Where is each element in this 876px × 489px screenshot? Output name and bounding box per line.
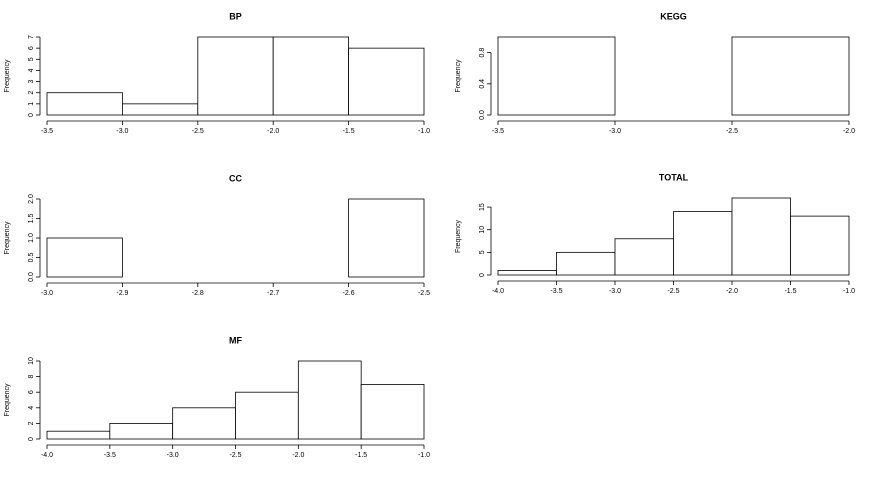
x-tick-label: -2.5 bbox=[667, 288, 679, 295]
y-tick-label: 0 bbox=[28, 437, 35, 441]
x-tick-label: -3.0 bbox=[167, 452, 179, 459]
chart-title: BP bbox=[229, 11, 242, 21]
bar bbox=[109, 422, 174, 440]
y-tick-label: 6 bbox=[28, 46, 35, 50]
y-tick-label: 10 bbox=[479, 226, 486, 234]
x-tick-label: -2.0 bbox=[292, 452, 304, 459]
bar bbox=[497, 36, 616, 116]
x-tick-label: -3.0 bbox=[609, 288, 621, 295]
x-tick-label: -3.5 bbox=[104, 452, 116, 459]
y-tick-label: 5 bbox=[479, 250, 486, 254]
y-tick-label: 4 bbox=[28, 68, 35, 72]
x-tick-label: -3.0 bbox=[41, 290, 53, 297]
x-tick-label: -1.0 bbox=[843, 288, 855, 295]
y-tick-label: 3 bbox=[28, 80, 35, 84]
y-tick-label: 5 bbox=[28, 57, 35, 61]
y-tick-label: 4 bbox=[28, 406, 35, 410]
y-tick-label: 0.0 bbox=[28, 272, 35, 282]
x-tick-label: -2.6 bbox=[343, 290, 355, 297]
x-tick-label: -3.5 bbox=[492, 128, 504, 135]
y-axis-label: Frequency bbox=[455, 59, 462, 93]
x-tick-label: -2.5 bbox=[192, 128, 204, 135]
y-tick-label: 0.0 bbox=[479, 110, 486, 120]
bar bbox=[46, 430, 111, 440]
x-tick-label: -3.5 bbox=[550, 288, 562, 295]
x-tick-label: -4.0 bbox=[41, 452, 53, 459]
bar bbox=[172, 407, 236, 440]
y-tick-label: 0 bbox=[28, 113, 35, 117]
x-tick-label: -2.0 bbox=[843, 128, 855, 135]
x-tick-label: -1.5 bbox=[355, 452, 367, 459]
y-axis-label: Frequency bbox=[4, 59, 11, 93]
y-tick-label: 2.0 bbox=[28, 194, 35, 204]
y-tick-label: 15 bbox=[479, 203, 486, 211]
bar bbox=[197, 36, 274, 116]
bar bbox=[272, 36, 350, 116]
bar bbox=[46, 92, 123, 116]
y-tick-label: 10 bbox=[28, 357, 35, 365]
x-tick-label: -3.5 bbox=[41, 128, 53, 135]
x-tick-label: -2.5 bbox=[418, 290, 430, 297]
x-tick-label: -2.5 bbox=[726, 128, 738, 135]
y-tick-label: 0.4 bbox=[479, 79, 486, 89]
y-axis-label: Frequency bbox=[455, 219, 462, 253]
bar bbox=[297, 360, 362, 440]
bar bbox=[360, 383, 425, 440]
x-tick-label: -2.0 bbox=[726, 288, 738, 295]
bar bbox=[731, 197, 791, 276]
bar bbox=[790, 215, 850, 276]
x-tick-label: -2.9 bbox=[116, 290, 128, 297]
x-tick-label: -1.5 bbox=[343, 128, 355, 135]
bar bbox=[556, 251, 616, 276]
bar bbox=[46, 237, 123, 278]
x-tick-label: -2.5 bbox=[229, 452, 241, 459]
y-tick-label: 8 bbox=[28, 375, 35, 379]
bar bbox=[497, 270, 557, 276]
x-tick-label: -1.5 bbox=[784, 288, 796, 295]
bar bbox=[235, 391, 299, 440]
chart-title: TOTAL bbox=[659, 172, 689, 182]
y-tick-label: 1 bbox=[28, 102, 35, 106]
x-tick-label: -2.8 bbox=[192, 290, 204, 297]
x-tick-label: -3.0 bbox=[116, 128, 128, 135]
y-tick-label: 2 bbox=[28, 421, 35, 425]
y-tick-label: 1.5 bbox=[28, 214, 35, 224]
x-tick-label: -2.0 bbox=[267, 128, 279, 135]
y-tick-label: 0 bbox=[479, 273, 486, 277]
chart-title: KEGG bbox=[660, 11, 687, 21]
x-tick-label: -1.0 bbox=[418, 452, 430, 459]
x-tick-label: -2.7 bbox=[267, 290, 279, 297]
x-tick-label: -3.0 bbox=[609, 128, 621, 135]
bar bbox=[348, 198, 425, 278]
y-tick-label: 6 bbox=[28, 390, 35, 394]
bar bbox=[731, 36, 850, 116]
y-axis-label: Frequency bbox=[4, 221, 11, 255]
bar bbox=[348, 47, 425, 116]
y-axis-label: Frequency bbox=[4, 383, 11, 417]
y-tick-label: 0.8 bbox=[479, 48, 486, 58]
x-tick-label: -1.0 bbox=[418, 128, 430, 135]
x-tick-label: -4.0 bbox=[492, 288, 504, 295]
bar bbox=[614, 238, 674, 276]
y-tick-label: 7 bbox=[28, 35, 35, 39]
bar bbox=[673, 211, 733, 276]
chart-title: CC bbox=[229, 173, 242, 183]
bar bbox=[122, 103, 199, 116]
chart-title: MF bbox=[229, 335, 242, 345]
y-tick-label: 0.5 bbox=[28, 253, 35, 263]
y-tick-label: 1.0 bbox=[28, 233, 35, 243]
y-tick-label: 2 bbox=[28, 91, 35, 95]
